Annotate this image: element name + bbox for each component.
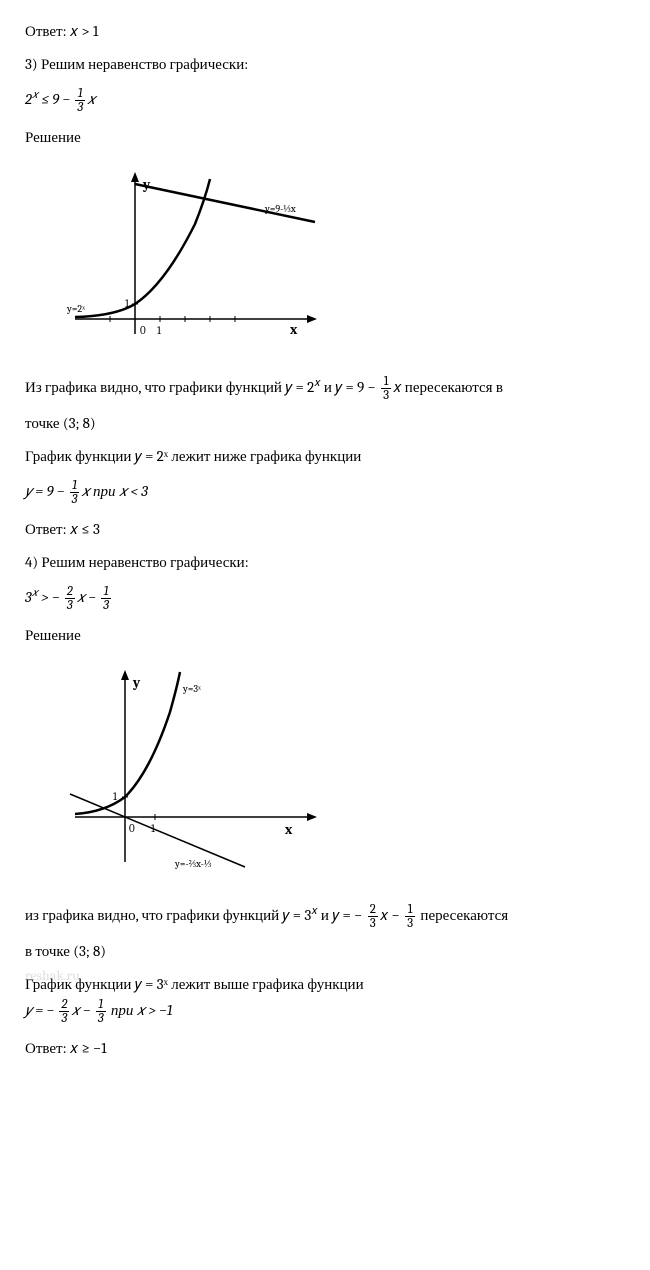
fraction-den: 3: [65, 599, 75, 612]
graph-1-svg: y x 0 1 1 y=9-⅓x y=2ˣ: [65, 164, 325, 354]
fraction-den: 3: [101, 599, 111, 612]
graph1-line-label: y=9-⅓x: [264, 203, 296, 215]
fraction-num: 1: [101, 585, 111, 599]
answer-1: Ответ: 𝑥 > 1: [25, 20, 625, 43]
desc-text: График функции 𝑦 = 3ˣ лежит выше графика…: [25, 975, 364, 993]
answer-3: Ответ: 𝑥 ≤ 3: [25, 518, 625, 541]
graph2-tick-0: 0: [129, 822, 135, 835]
formula-lhs: 3: [25, 588, 32, 606]
desc-text: точке (3; 8): [25, 414, 96, 432]
fraction: 13: [381, 375, 391, 402]
fraction-num: 1: [405, 903, 415, 917]
fraction: 13: [405, 903, 415, 930]
problem-4-title-text: 4) Решим неравенство графически:: [25, 553, 249, 571]
desc-prefix: Из графика видно, что графики функций 𝑦 …: [25, 378, 314, 396]
graph1-curve-label: y=2ˣ: [66, 303, 85, 315]
fraction-num: 2: [59, 998, 69, 1012]
fraction-num: 2: [65, 585, 75, 599]
fraction-num: 1: [70, 479, 80, 493]
problem-3-title: 3) Решим неравенство графически:: [25, 53, 625, 76]
desc-text: График функции 𝑦 = 2ˣ лежит ниже графика…: [25, 447, 361, 465]
desc-mid1: и 𝑦 = −: [318, 906, 366, 924]
problem-4-title: 4) Решим неравенство графически:: [25, 551, 625, 574]
fraction-den: 3: [381, 389, 391, 402]
formula-rhs: ≤ 9 −: [38, 90, 73, 108]
graph2-x-label: x: [285, 821, 293, 838]
graph-2: y x 0 1 1 y=3ˣ y=-⅔x-⅓: [65, 662, 625, 889]
graph2-y-label: y: [132, 674, 141, 691]
problem-4-desc-4: 𝑦 = − 23𝑥 − 13 при 𝑥 > −1: [25, 998, 625, 1025]
fraction: 23: [59, 998, 69, 1025]
answer-text: Ответ: 𝑥 ≥ −1: [25, 1039, 107, 1057]
problem-4-desc-1: из графика видно, что графики функций 𝑦 …: [25, 903, 625, 930]
fraction-den: 3: [96, 1012, 106, 1025]
problem-4-desc-2: в точке (3; 8): [25, 940, 625, 963]
solution-label-4: Решение: [25, 624, 625, 647]
fraction-den: 3: [70, 493, 80, 506]
graph1-x-label: x: [290, 321, 298, 338]
desc-suffix: при 𝑥 > −1: [108, 1001, 173, 1019]
graph-2-svg: y x 0 1 1 y=3ˣ y=-⅔x-⅓: [65, 662, 325, 882]
desc-prefix: 𝑦 = 9 −: [25, 482, 68, 500]
formula-suffix: 𝑥: [87, 90, 95, 108]
answer-4: Ответ: 𝑥 ≥ −1: [25, 1037, 625, 1060]
fraction-den: 3: [59, 1012, 69, 1025]
desc-mid: и 𝑦 = 9 −: [321, 378, 380, 396]
formula-rhs-prefix: > −: [38, 588, 63, 606]
fraction-den: 3: [75, 101, 85, 114]
formula-lhs: 2: [25, 90, 32, 108]
desc-mid: 𝑥 −: [71, 1001, 93, 1019]
problem-3-desc-4: 𝑦 = 9 − 13𝑥 при 𝑥 < 3: [25, 479, 625, 506]
problem-4-desc-3: График функции 𝑦 = 3ˣ лежит выше графика…: [25, 973, 625, 996]
fraction-num: 2: [368, 903, 378, 917]
graph-1: y x 0 1 1 y=9-⅓x y=2ˣ: [65, 164, 625, 361]
graph2-line-label: y=-⅔x-⅓: [174, 858, 212, 870]
desc-prefix: 𝑦 = −: [25, 1001, 57, 1019]
fraction-den: 3: [368, 917, 378, 930]
fraction: 13: [101, 585, 111, 612]
problem-3-desc-3: График функции 𝑦 = 2ˣ лежит ниже графика…: [25, 445, 625, 468]
fraction-num: 1: [75, 87, 85, 101]
graph2-curve-label: y=3ˣ: [182, 683, 201, 695]
fraction: 23: [65, 585, 75, 612]
solution-text: Решение: [25, 128, 81, 146]
desc-mid2: 𝑥 −: [380, 906, 403, 924]
solution-label-3: Решение: [25, 126, 625, 149]
graph1-tick-0: 0: [140, 324, 146, 337]
graph1-y-label: y: [142, 176, 151, 193]
fraction: 13: [75, 87, 85, 114]
fraction: 13: [70, 479, 80, 506]
desc-text: в точке (3; 8): [25, 942, 106, 960]
fraction-num: 1: [381, 375, 391, 389]
desc-prefix: из графика видно, что графики функций 𝑦 …: [25, 906, 311, 924]
fraction: 23: [368, 903, 378, 930]
graph1-tick-1: 1: [157, 324, 162, 337]
answer-text: Ответ: 𝑥 ≤ 3: [25, 520, 100, 538]
problem-3-desc-2: точке (3; 8): [25, 412, 625, 435]
problem-3-formula: 2𝑥 ≤ 9 − 13𝑥: [25, 87, 625, 114]
problem-3-desc-1: Из графика видно, что графики функций 𝑦 …: [25, 375, 625, 402]
fraction-num: 1: [96, 998, 106, 1012]
desc-suffix: 𝑥 пересекаются в: [393, 378, 503, 396]
fraction-den: 3: [405, 917, 415, 930]
problem-4-formula: 3𝑥 > − 23𝑥 − 13: [25, 585, 625, 612]
problem-3-title-text: 3) Решим неравенство графически:: [25, 55, 248, 73]
answer-text: Ответ: 𝑥 > 1: [25, 22, 98, 40]
solution-text: Решение: [25, 626, 81, 644]
fraction: 13: [96, 998, 106, 1025]
formula-mid: 𝑥 −: [77, 588, 99, 606]
graph2-tick-1: 1: [151, 822, 156, 835]
desc-suffix: 𝑥 при 𝑥 < 3: [81, 482, 147, 500]
desc-suffix: пересекаются: [417, 906, 508, 924]
